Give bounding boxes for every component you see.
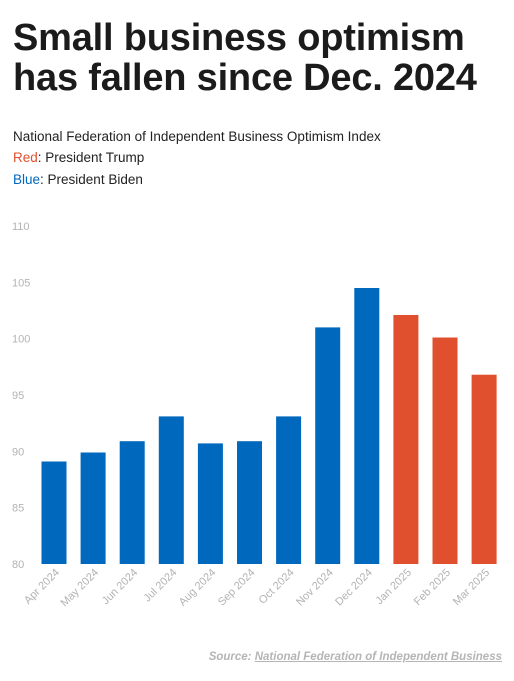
source-label: Source: [208,651,252,663]
bar-sep-2024 [237,441,262,564]
bar-jun-2024 [119,441,145,564]
y-tick-label: 85 [12,503,24,515]
bar-apr-2024 [41,461,67,564]
page-title: Small business optimism has fallen since… [13,17,477,99]
x-tick-label: Sep 2024 [216,567,258,609]
legend-trump: Red: President Trump [13,150,144,165]
source-link[interactable]: National Federation of Independent Busin… [254,651,502,663]
legend-blue-key: Blue [13,172,41,187]
y-tick-label: 90 [12,446,24,458]
bar-may-2024 [80,452,106,564]
x-tick-label: Dec 2024 [333,567,375,609]
legend-red-key: Red [13,150,38,165]
bar-jul-2024 [158,416,184,564]
bar-feb-2025 [432,337,458,564]
bar-nov-2024 [315,327,341,564]
x-tick-label: Feb 2025 [412,567,453,608]
bar-mar-2025 [471,374,497,564]
legend-biden: Blue: President Biden [13,172,143,187]
x-tick-label: Jul 2024 [142,567,180,605]
y-tick-label: 80 [12,559,24,571]
y-tick-label: 110 [12,221,30,233]
x-tick-label: Jan 2025 [374,567,414,607]
x-tick-label: Jun 2024 [100,567,140,607]
legend-blue-text: : President Biden [40,172,143,187]
bar-oct-2024 [276,416,302,564]
chart-subtitle: National Federation of Independent Busin… [13,129,381,144]
bar-dec-2024 [354,288,380,564]
y-tick-label: 95 [12,390,24,402]
legend-red-text: : President Trump [37,150,145,165]
bar-jan-2025 [393,315,419,564]
x-tick-label: May 2024 [59,567,102,610]
y-tick-label: 105 [12,277,30,289]
x-tick-label: Oct 2024 [257,567,297,607]
x-tick-label: Nov 2024 [294,567,336,609]
x-tick-label: Aug 2024 [177,567,219,609]
bar-aug-2024 [197,443,223,564]
source-note: Source: National Federation of Independe… [209,651,502,663]
y-tick-label: 100 [12,334,30,346]
x-tick-label: Mar 2025 [451,567,492,608]
x-tick-label: Apr 2024 [22,567,62,607]
